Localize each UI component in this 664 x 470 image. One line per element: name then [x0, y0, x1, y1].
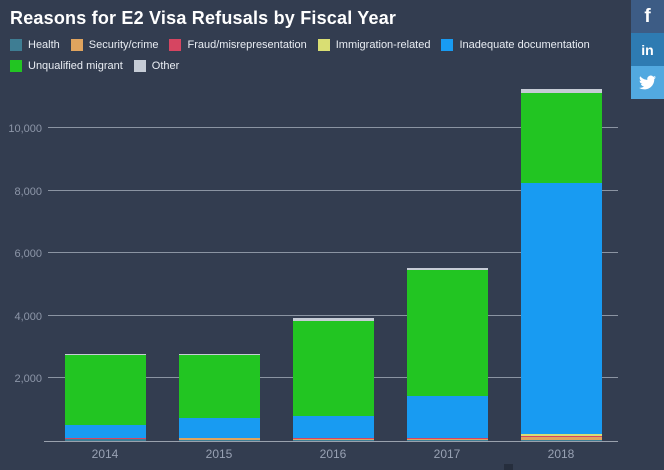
- plot-area: [48, 78, 618, 441]
- segment-2017-security-crime[interactable]: [406, 438, 488, 441]
- segment-2018-fraud-misrepresentation[interactable]: [520, 436, 602, 437]
- legend-label: Security/crime: [88, 39, 159, 51]
- y-tick-label: 4,000: [14, 310, 42, 323]
- y-axis-labels: 2,000 4,000 6,000 8,000 10,000: [0, 78, 42, 441]
- facebook-share-button[interactable]: f: [631, 0, 664, 33]
- legend-swatch: [10, 39, 22, 51]
- segment-2015-security-crime[interactable]: [178, 438, 260, 441]
- legend-label: Unqualified migrant: [28, 60, 123, 72]
- x-axis-label: 2014: [91, 447, 119, 461]
- facebook-icon: f: [644, 5, 651, 27]
- gridline: [48, 189, 618, 191]
- chart-title: Reasons for E2 Visa Refusals by Fiscal Y…: [10, 8, 397, 28]
- legend-swatch: [70, 39, 83, 51]
- segment-2017-health[interactable]: [406, 440, 488, 441]
- x-axis-label: 2018: [547, 447, 575, 461]
- logo-fragment: [504, 464, 513, 470]
- segment-2016-security-crime[interactable]: [292, 438, 374, 441]
- legend-item-fraud-misrepresentation[interactable]: Fraud/misrepresentation: [169, 39, 307, 51]
- twitter-share-button[interactable]: [631, 66, 664, 99]
- legend-label: Fraud/misrepresentation: [187, 39, 307, 51]
- segment-2017-other[interactable]: [406, 267, 488, 271]
- segment-2018-health[interactable]: [520, 440, 602, 441]
- legend-swatch: [169, 39, 182, 51]
- legend-item-inadequate-documentation[interactable]: Inadequate documentation: [441, 39, 590, 51]
- segment-2018-immigration-related[interactable]: [520, 434, 602, 437]
- segment-2018-security-crime[interactable]: [520, 436, 602, 441]
- segment-2017-immigration-related[interactable]: [406, 437, 488, 439]
- segment-2016-inadequate-documentation[interactable]: [292, 415, 374, 438]
- gridline: [48, 127, 618, 129]
- gridline: [48, 252, 618, 254]
- legend-label: Inadequate documentation: [459, 39, 590, 51]
- gridline: [48, 314, 618, 316]
- segment-2018-inadequate-documentation[interactable]: [520, 182, 602, 435]
- bar-2016[interactable]: [292, 318, 374, 441]
- x-axis-line: [44, 441, 618, 442]
- x-axis-label: 2016: [319, 447, 347, 461]
- segment-2018-unqualified-migrant[interactable]: [520, 93, 602, 183]
- segment-2014-inadequate-documentation[interactable]: [64, 424, 146, 438]
- bar-2017[interactable]: [406, 267, 488, 441]
- legend-item-other[interactable]: Other: [133, 60, 180, 72]
- segment-2017-unqualified-migrant[interactable]: [406, 270, 488, 396]
- legend-item-immigration-related[interactable]: Immigration-related: [317, 39, 431, 51]
- legend-label: Immigration-related: [335, 39, 431, 51]
- legend-item-security-crime[interactable]: Security/crime: [70, 39, 159, 51]
- legend-swatch: [133, 60, 146, 72]
- segment-2015-other[interactable]: [178, 354, 260, 356]
- bar-2015[interactable]: [178, 354, 260, 441]
- linkedin-icon: in: [641, 41, 654, 58]
- x-axis-label: 2017: [433, 447, 461, 461]
- twitter-icon: [639, 74, 656, 91]
- segment-2017-inadequate-documentation[interactable]: [406, 395, 488, 438]
- social-share-bar: f in: [631, 0, 664, 99]
- y-tick-label: 10,000: [8, 123, 42, 136]
- bar-2018[interactable]: [520, 88, 602, 441]
- segment-2015-unqualified-migrant[interactable]: [178, 355, 260, 418]
- legend: Health Security/crime Fraud/misrepresentat…: [10, 39, 622, 72]
- x-axis: 2014 2015 2016 2017 2018: [48, 447, 618, 465]
- segment-2018-other[interactable]: [520, 88, 602, 94]
- segment-2014-security-crime[interactable]: [64, 438, 146, 440]
- x-axis-label: 2015: [205, 447, 233, 461]
- legend-label: Other: [151, 60, 180, 72]
- segment-2014-other[interactable]: [64, 354, 146, 355]
- legend-label: Health: [28, 39, 60, 51]
- legend-swatch: [10, 60, 22, 72]
- legend-swatch: [441, 39, 454, 51]
- legend-item-health[interactable]: Health: [10, 39, 60, 51]
- segment-2015-inadequate-documentation[interactable]: [178, 417, 260, 438]
- linkedin-share-button[interactable]: in: [631, 33, 664, 66]
- segment-2016-health[interactable]: [292, 440, 374, 441]
- legend-swatch: [317, 39, 330, 51]
- legend-item-unqualified-migrant[interactable]: Unqualified migrant: [10, 60, 123, 72]
- segment-2016-other[interactable]: [292, 318, 374, 321]
- segment-2016-unqualified-migrant[interactable]: [292, 320, 374, 416]
- y-tick-label: 6,000: [14, 248, 42, 261]
- segment-2014-health[interactable]: [64, 439, 146, 441]
- y-tick-label: 2,000: [14, 373, 42, 386]
- bar-2014[interactable]: [64, 354, 146, 441]
- segment-2014-unqualified-migrant[interactable]: [64, 354, 146, 425]
- y-tick-label: 8,000: [14, 185, 42, 198]
- segment-2015-health[interactable]: [178, 440, 260, 441]
